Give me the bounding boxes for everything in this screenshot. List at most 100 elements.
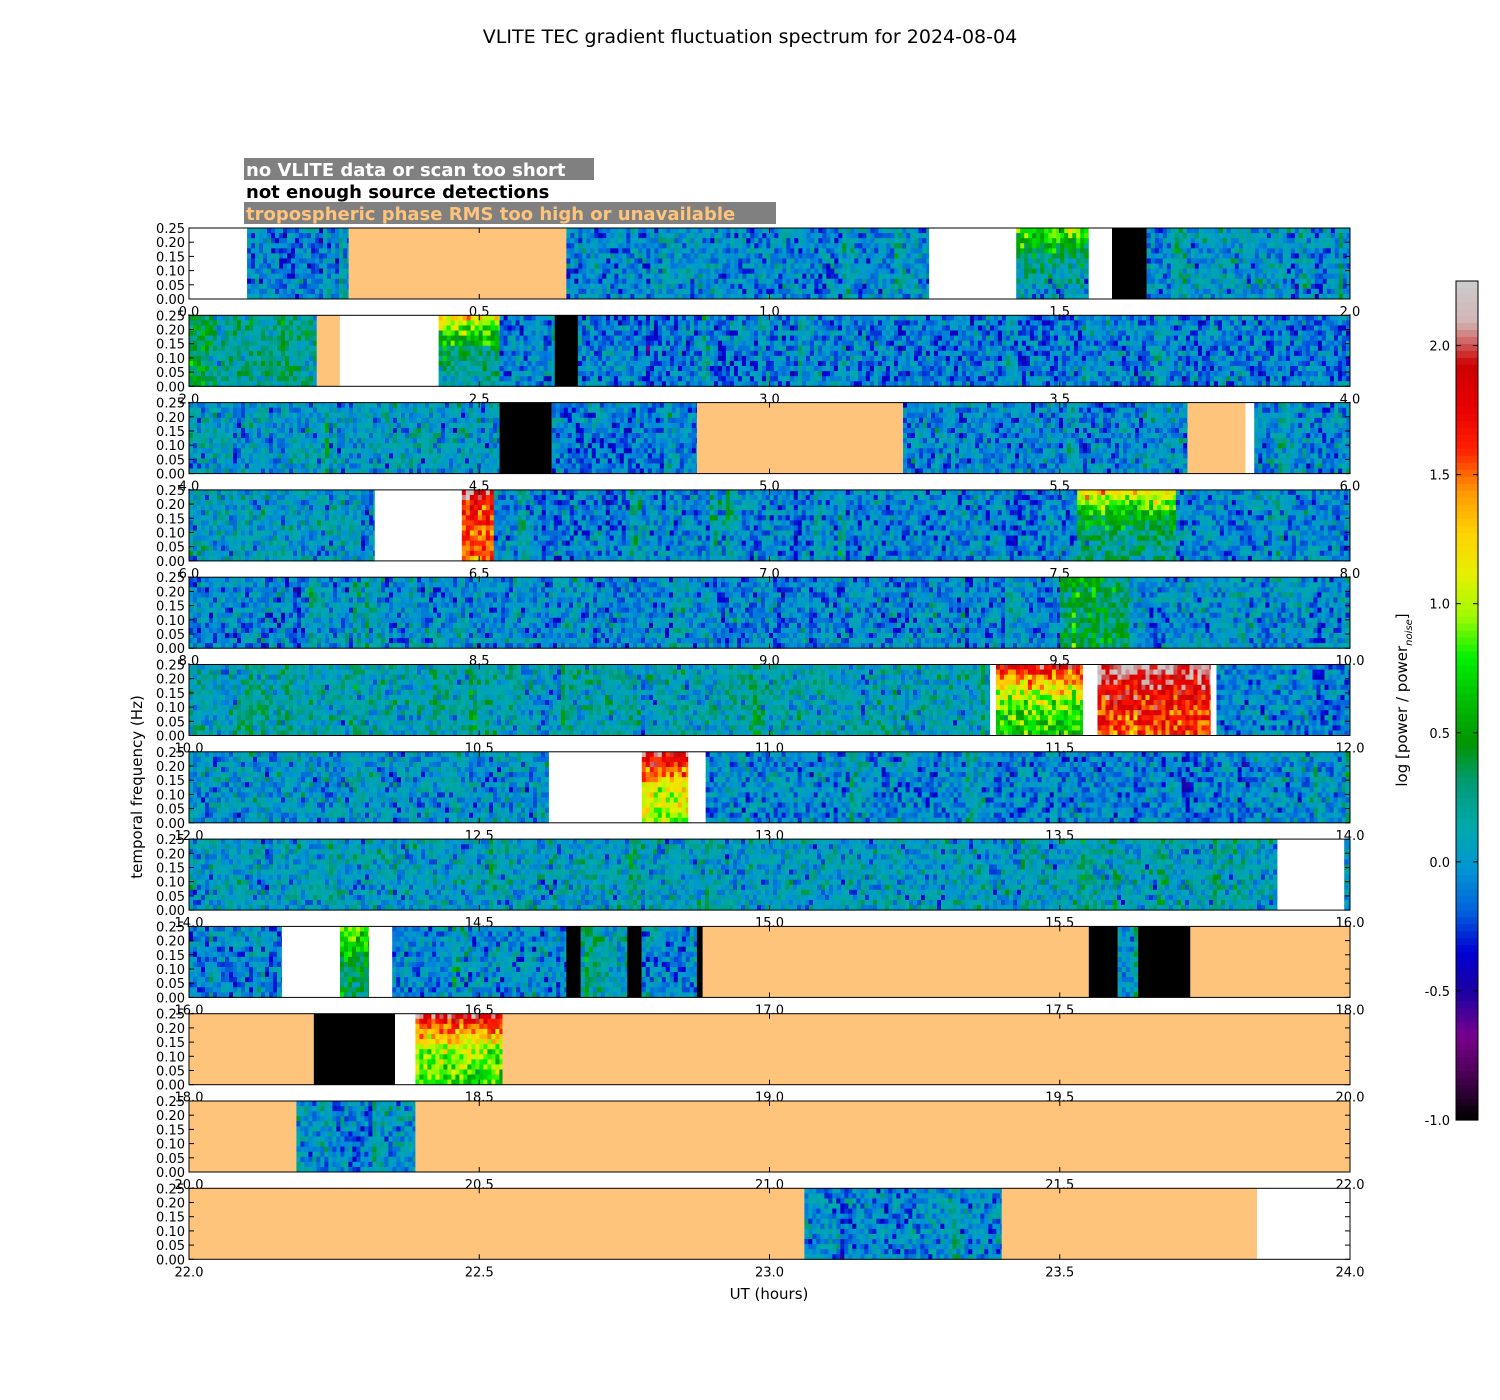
segment-orange bbox=[316, 315, 340, 387]
y-tick-label: 0.00 bbox=[156, 293, 185, 308]
y-tick-label: 0.15 bbox=[156, 1036, 185, 1051]
segment-black bbox=[1088, 926, 1118, 998]
y-tick-label: 0.10 bbox=[156, 701, 185, 716]
y-tick-label: 0.25 bbox=[156, 833, 185, 848]
y-tick-label: 0.10 bbox=[156, 1225, 185, 1240]
y-tick-label: 0.10 bbox=[156, 963, 185, 978]
y-tick-label: 0.20 bbox=[156, 1109, 185, 1124]
segment-black bbox=[554, 315, 578, 387]
y-tick-label: 0.15 bbox=[156, 600, 185, 615]
segment-white bbox=[1210, 664, 1217, 736]
y-tick-label: 0.20 bbox=[156, 585, 185, 600]
segment-black bbox=[627, 926, 642, 998]
y-tick-label: 0.20 bbox=[156, 498, 185, 513]
segment-white bbox=[1245, 402, 1255, 474]
y-tick-label: 0.00 bbox=[156, 1253, 185, 1268]
segment-orange bbox=[189, 1188, 805, 1260]
segment-white bbox=[929, 228, 1017, 299]
y-tick-label: 0.25 bbox=[156, 397, 185, 412]
segment-white bbox=[548, 751, 642, 823]
y-tick-label: 0.10 bbox=[156, 527, 185, 542]
segment-data bbox=[493, 489, 1078, 562]
y-tick-label: 0.15 bbox=[156, 250, 185, 265]
segment-orange bbox=[502, 1013, 1351, 1085]
segment-white bbox=[1088, 228, 1112, 299]
y-tick-label: 0.20 bbox=[156, 673, 185, 688]
segment-orange bbox=[189, 1101, 297, 1172]
segment-white bbox=[281, 926, 340, 998]
segment-data bbox=[189, 926, 283, 998]
segment-data bbox=[189, 577, 1061, 649]
segment-data bbox=[461, 489, 495, 562]
segment-orange bbox=[1190, 926, 1350, 998]
y-tick-label: 0.15 bbox=[156, 774, 185, 789]
y-tick-label: 0.00 bbox=[156, 817, 185, 832]
segment-orange bbox=[348, 228, 567, 299]
y-tick-label: 0.05 bbox=[156, 366, 185, 381]
x-tick-label: 23.5 bbox=[1045, 1265, 1074, 1280]
y-tick-label: 0.05 bbox=[156, 715, 185, 730]
legend-box-2 bbox=[244, 202, 776, 224]
y-tick-label: 0.20 bbox=[156, 760, 185, 775]
y-tick-label: 0.05 bbox=[156, 279, 185, 294]
segment-data bbox=[995, 664, 1084, 736]
panel-1: 0.000.050.100.150.200.252.0 2.5 3.0 3.5 4.0 bbox=[156, 309, 1360, 407]
colorbar-tick-label: 0.0 bbox=[1429, 856, 1450, 871]
segment-data bbox=[641, 751, 689, 824]
y-tick-label: 0.10 bbox=[156, 614, 185, 629]
segment-white bbox=[688, 751, 706, 823]
y-tick-label: 0.25 bbox=[156, 920, 185, 935]
segment-white bbox=[1257, 1188, 1350, 1260]
segment-data bbox=[339, 926, 370, 998]
y-tick-label: 0.20 bbox=[156, 847, 185, 862]
y-tick-label: 0.00 bbox=[156, 1166, 185, 1181]
y-tick-label: 0.00 bbox=[156, 468, 185, 483]
y-tick-label: 0.25 bbox=[156, 484, 185, 499]
x-tick-label: 24.0 bbox=[1336, 1265, 1365, 1280]
segment-black bbox=[499, 402, 552, 474]
segment-orange bbox=[696, 402, 904, 474]
segment-data bbox=[438, 315, 500, 387]
segment-data bbox=[1059, 577, 1130, 649]
segment-data bbox=[903, 402, 1188, 474]
segment-data bbox=[1077, 489, 1177, 562]
legend-box-0 bbox=[244, 158, 594, 180]
segment-orange bbox=[1187, 402, 1246, 474]
segment-black bbox=[313, 1013, 396, 1085]
colorbar-tick-label: -1.0 bbox=[1425, 1114, 1450, 1129]
segment-data bbox=[1016, 228, 1090, 300]
y-tick-label: 0.00 bbox=[156, 555, 185, 570]
y-tick-label: 0.00 bbox=[156, 991, 185, 1006]
panel-2: 0.000.050.100.150.200.254.0 4.5 5.0 5.5 6.0 bbox=[156, 397, 1360, 495]
y-tick-label: 0.15 bbox=[156, 687, 185, 702]
segment-data bbox=[577, 315, 1351, 387]
y-tick-label: 0.05 bbox=[156, 1065, 185, 1080]
x-tick-label: 22.0 bbox=[175, 1265, 204, 1280]
segment-orange bbox=[1001, 1188, 1258, 1260]
legend-entry-2: tropospheric phase RMS too high or unava… bbox=[246, 204, 735, 225]
segment-data bbox=[247, 228, 350, 300]
segment-data bbox=[189, 315, 318, 387]
y-tick-label: 0.05 bbox=[156, 628, 185, 643]
colorbar-tick-label: 0.5 bbox=[1429, 727, 1450, 742]
y-tick-label: 0.20 bbox=[156, 236, 185, 251]
segment-data bbox=[1344, 839, 1351, 911]
y-tick-label: 0.20 bbox=[156, 935, 185, 950]
y-tick-label: 0.10 bbox=[156, 876, 185, 891]
y-tick-label: 0.20 bbox=[156, 411, 185, 426]
y-tick-label: 0.25 bbox=[156, 746, 185, 761]
y-tick-label: 0.25 bbox=[156, 1095, 185, 1110]
segment-black bbox=[1138, 926, 1191, 998]
segment-orange bbox=[702, 926, 1089, 998]
y-tick-label: 0.10 bbox=[156, 788, 185, 803]
segment-data bbox=[1146, 228, 1351, 300]
segment-data bbox=[551, 402, 698, 474]
segment-data bbox=[705, 751, 1351, 824]
y-tick-label: 0.00 bbox=[156, 730, 185, 745]
panel-11: 0.000.050.100.150.200.25 22.0 22.5 23.0 23.5… bbox=[156, 1182, 1364, 1280]
segment-data bbox=[1097, 664, 1212, 736]
x-axis-label: UT (hours) bbox=[730, 1285, 809, 1303]
